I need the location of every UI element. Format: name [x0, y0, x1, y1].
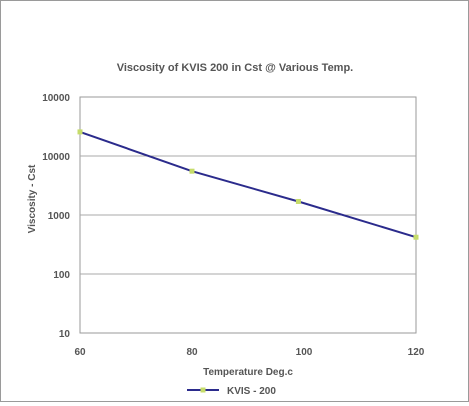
- x-axis-label: Temperature Deg.c: [203, 367, 293, 378]
- data-point: [77, 129, 83, 135]
- x-tick-label: 100: [296, 347, 313, 358]
- x-tick-labels: 60 80 100 120: [74, 347, 424, 358]
- data-point: [189, 168, 195, 174]
- y-tick-label: 1000: [48, 211, 71, 222]
- y-tick-label: 10000: [42, 152, 70, 163]
- data-point: [295, 198, 301, 204]
- y-tick-label: 10: [59, 329, 71, 340]
- data-point: [413, 234, 419, 240]
- series-layer: [77, 129, 419, 240]
- x-tick-label: 60: [74, 347, 86, 358]
- grid-lines: [80, 155, 416, 275]
- legend-label: KVIS - 200: [227, 386, 276, 397]
- y-tick-label: 100: [53, 270, 70, 281]
- legend-marker-swatch: [200, 387, 206, 393]
- x-tick-label: 80: [186, 347, 198, 358]
- x-tick-label: 120: [408, 347, 425, 358]
- y-tick-label: 10000: [42, 93, 70, 104]
- legend: KVIS - 200: [187, 386, 276, 397]
- y-axis-label: Viscosity - Cst: [27, 164, 38, 233]
- series-line-0: [79, 130, 417, 239]
- y-tick-labels: 10000 10000 1000 100 10: [42, 93, 70, 340]
- chart-title: Viscosity of KVIS 200 in Cst @ Various T…: [117, 62, 354, 74]
